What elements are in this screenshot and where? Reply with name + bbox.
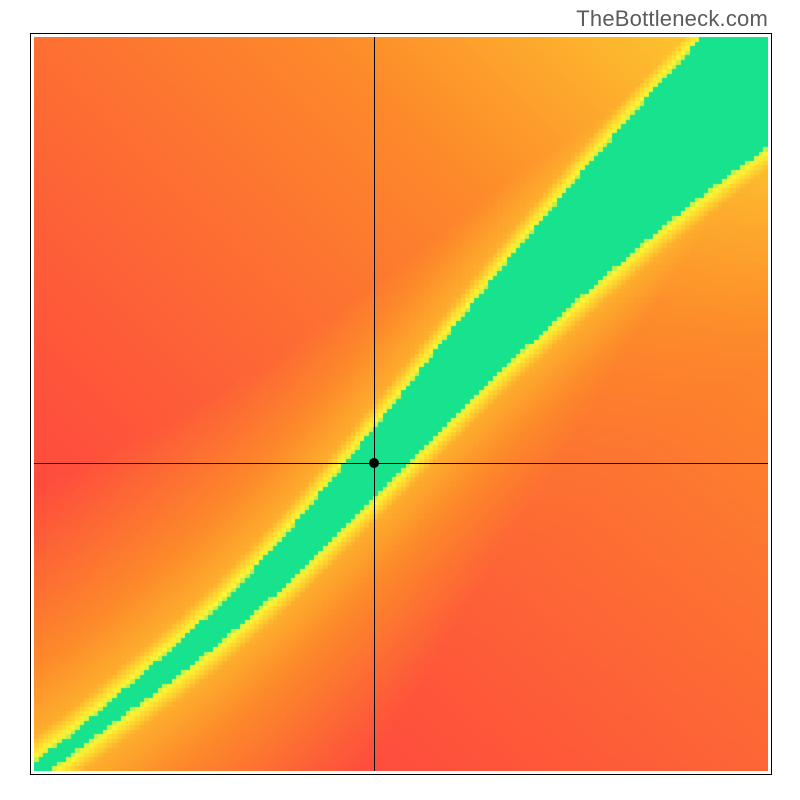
plot-border-right (771, 33, 772, 775)
watermark-text: TheBottleneck.com (576, 6, 768, 32)
plot-border-bottom (30, 774, 772, 775)
plot-border-left (30, 33, 31, 775)
crosshair-marker (369, 458, 379, 468)
plot-border-top (30, 33, 772, 34)
crosshair-vertical (374, 37, 375, 771)
crosshair-horizontal (34, 463, 768, 464)
bottleneck-heatmap (34, 37, 768, 771)
chart-frame: TheBottleneck.com (0, 0, 800, 800)
